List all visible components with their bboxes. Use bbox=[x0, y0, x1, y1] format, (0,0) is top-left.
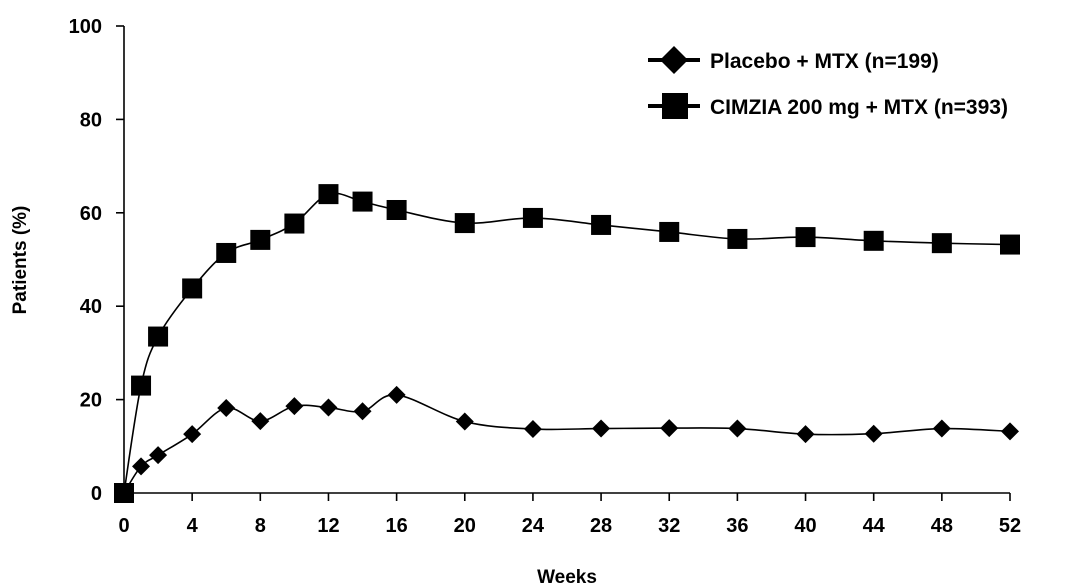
square-data-point bbox=[148, 326, 169, 347]
square-data-point bbox=[454, 213, 475, 234]
square-data-point bbox=[352, 191, 373, 212]
square-data-point bbox=[522, 207, 543, 228]
diamond-data-point bbox=[387, 385, 406, 404]
y-tick-label: 80 bbox=[80, 109, 102, 131]
x-tick-label: 32 bbox=[658, 515, 680, 537]
square-data-point bbox=[386, 199, 407, 220]
y-axis-title: Patients (%) bbox=[10, 206, 31, 315]
diamond-data-point bbox=[1001, 422, 1019, 441]
legend-label: CIMZIA 200 mg + MTX (n=393) bbox=[710, 96, 1008, 119]
square-data-point bbox=[114, 483, 134, 503]
square-data-point bbox=[131, 375, 152, 396]
x-tick-label: 44 bbox=[863, 515, 886, 537]
x-tick-label: 40 bbox=[794, 515, 816, 537]
diamond-data-point bbox=[455, 412, 474, 431]
legend-item: CIMZIA 200 mg + MTX (n=393) bbox=[648, 93, 1008, 119]
diamond-data-point bbox=[149, 446, 168, 465]
diamond-data-point bbox=[132, 457, 151, 476]
x-tick-label: 4 bbox=[187, 515, 199, 537]
x-tick-label: 28 bbox=[590, 515, 612, 537]
x-tick-label: 8 bbox=[255, 515, 266, 537]
legend: Placebo + MTX (n=199) CIMZIA 200 mg + MTX… bbox=[648, 46, 1008, 119]
diamond-data-point bbox=[728, 419, 747, 438]
diamond-data-point bbox=[796, 425, 815, 444]
x-tick-label: 24 bbox=[522, 515, 545, 537]
diamond-data-point bbox=[183, 425, 202, 444]
x-axis-title: Weeks bbox=[537, 567, 597, 587]
square-data-point bbox=[318, 184, 339, 205]
square-data-point bbox=[182, 278, 203, 299]
series-placebo bbox=[115, 385, 1019, 502]
square-data-point bbox=[1000, 234, 1020, 255]
square-data-point bbox=[216, 242, 237, 263]
legend-diamond-marker bbox=[660, 46, 688, 74]
square-data-point bbox=[659, 221, 680, 242]
legend-item: Placebo + MTX (n=199) bbox=[648, 46, 939, 74]
y-tick-label: 0 bbox=[91, 483, 102, 505]
x-tick-label: 36 bbox=[726, 515, 748, 537]
diamond-data-point bbox=[660, 419, 679, 438]
diamond-data-point bbox=[592, 419, 611, 438]
y-tick-label: 100 bbox=[69, 16, 102, 38]
series-line bbox=[123, 394, 1011, 494]
x-tick-label: 48 bbox=[931, 515, 953, 537]
diamond-data-point bbox=[319, 398, 338, 417]
y-tick-label: 60 bbox=[80, 203, 102, 225]
diamond-data-point bbox=[353, 402, 372, 421]
x-tick-label: 0 bbox=[118, 515, 129, 537]
x-tick-label: 52 bbox=[999, 515, 1021, 537]
square-data-point bbox=[863, 230, 884, 251]
square-data-point bbox=[727, 228, 748, 249]
x-tick-label: 12 bbox=[317, 515, 339, 537]
y-tick-label: 20 bbox=[80, 390, 102, 412]
x-tick-label: 16 bbox=[385, 515, 407, 537]
square-data-point bbox=[931, 233, 952, 254]
diamond-data-point bbox=[864, 424, 883, 443]
diamond-data-point bbox=[251, 412, 270, 431]
square-data-point bbox=[250, 229, 271, 250]
diamond-data-point bbox=[285, 397, 304, 416]
legend-label: Placebo + MTX (n=199) bbox=[710, 50, 939, 73]
diamond-data-point bbox=[523, 420, 542, 439]
square-data-point bbox=[795, 227, 816, 248]
diamond-data-point bbox=[217, 399, 236, 418]
x-tick-label: 20 bbox=[454, 515, 476, 537]
series-cimzia bbox=[114, 184, 1020, 503]
square-data-point bbox=[591, 214, 612, 235]
square-data-point bbox=[284, 213, 305, 234]
legend-square-marker bbox=[662, 93, 688, 119]
y-tick-label: 40 bbox=[80, 296, 102, 318]
diamond-data-point bbox=[932, 419, 951, 438]
